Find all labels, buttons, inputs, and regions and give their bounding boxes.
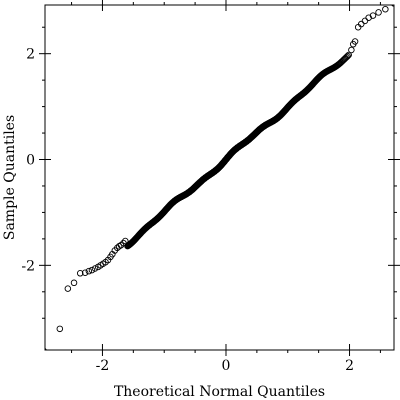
x-axis-label: Theoretical Normal Quantiles (114, 384, 325, 400)
data-point (351, 38, 359, 45)
data-point (76, 270, 84, 277)
y-tick-label: -2 (21, 258, 35, 274)
data-point (122, 237, 129, 245)
data-point (354, 23, 362, 31)
data-point (343, 53, 350, 61)
data-point (88, 266, 96, 274)
axis-ticks (39, 0, 400, 356)
data-point (345, 51, 352, 59)
y-tick-label: 0 (26, 153, 35, 169)
y-tick-label: 2 (26, 47, 35, 63)
data-point (45, 348, 47, 350)
data-point (85, 267, 93, 275)
data-point (81, 269, 89, 277)
tick-labels: -2 0 2 -2 0 2 (21, 47, 354, 374)
data-point (375, 9, 382, 16)
data-point (70, 279, 78, 287)
data-points (45, 5, 394, 350)
x-tick-label: -2 (96, 358, 110, 374)
data-point (64, 285, 72, 292)
y-axis-label: Sample Quantiles (2, 115, 18, 240)
data-point (120, 239, 127, 247)
data-point (348, 46, 355, 54)
data-point (369, 12, 377, 19)
data-point (382, 5, 389, 13)
data-point (361, 17, 369, 25)
x-tick-label: 2 (345, 358, 354, 374)
data-point (358, 20, 365, 28)
data-point (344, 52, 351, 60)
plot-frame (44, 4, 395, 351)
data-point (56, 325, 64, 333)
data-point (91, 265, 99, 272)
x-tick-label: 0 (222, 358, 231, 374)
